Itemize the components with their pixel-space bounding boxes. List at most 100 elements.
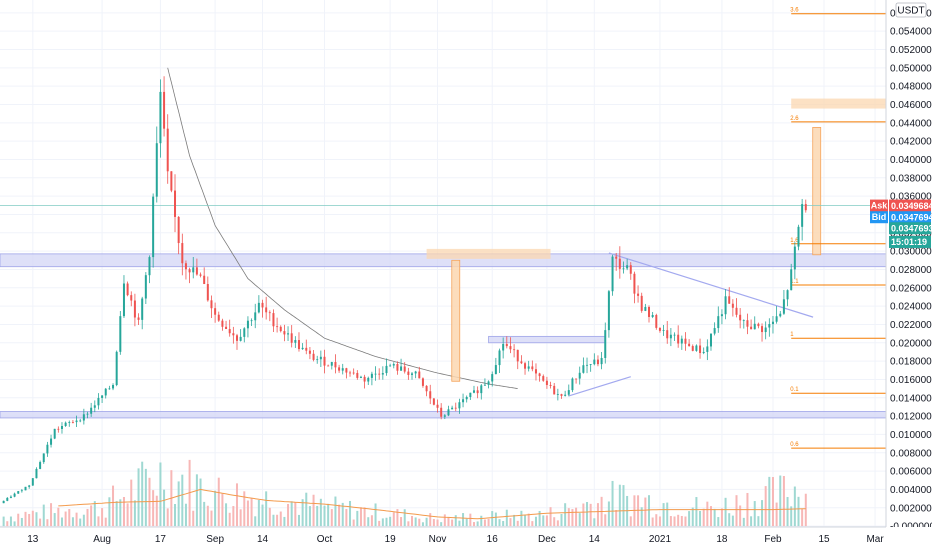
volume-bar [319,498,322,527]
volume-bar [352,519,355,527]
candle-body [746,320,749,327]
volume-bar [465,518,468,527]
volume-bar [79,518,82,527]
candle-body [790,269,793,291]
fib-level-label: 1 [790,332,794,338]
candle-series [2,76,807,504]
fib-level-label: 0.6 [790,442,799,448]
volume-bar [604,514,607,527]
volume-bar [688,511,691,527]
candle-body [462,399,465,403]
volume-bar [130,479,133,527]
volume-bar [53,513,56,527]
candle-body [432,398,435,405]
candle-body [589,364,592,365]
candle-body [349,372,352,374]
volume-bar [753,501,756,527]
volume-bar [71,517,74,527]
candle-body [148,257,151,276]
candle-body [232,333,235,336]
volume-bar [502,520,505,527]
support-resistance-zone [0,411,887,419]
volume-bar [112,485,115,527]
candle-body [618,258,621,269]
candle-body [469,392,472,397]
volume-bar [334,496,337,527]
volume-bar [144,468,147,527]
candle-body [728,296,731,304]
candle-body [648,306,651,317]
volume-bar [272,514,275,527]
candle-body [24,486,27,491]
candle-body [509,346,512,350]
volume-bar [476,521,479,527]
candle-body [97,397,100,406]
candle-body [170,171,173,191]
volume-bar [534,516,537,527]
candle-body [381,373,384,375]
volume-bar [589,503,592,527]
volume-bar [549,507,552,527]
candle-body [764,327,767,333]
range-label-box [426,248,551,259]
volume-bar [644,497,647,527]
candle-body [476,390,479,394]
volume-bar [458,520,461,527]
volume-bar [505,509,508,527]
candle-body [549,384,552,386]
price-tick-label: 0.0020000 [890,503,932,514]
candle-body [152,196,155,258]
volume-bar [82,514,85,527]
volume-bar [254,516,257,527]
candle-body [454,407,457,409]
candle-body [560,394,563,396]
candle-body [622,268,625,270]
candle-body [655,314,658,328]
volume-bar [42,504,45,527]
candle-body [57,428,60,430]
volume-bar [225,503,228,527]
candle-body [79,420,82,422]
time-tick-label: Nov [429,534,447,545]
volume-bar [341,502,344,527]
volume-bar [389,516,392,527]
volume-bar [779,475,782,527]
candle-body [246,320,249,329]
candle-body [637,293,640,296]
volume-bar [378,520,381,527]
price-tag-value: 0.0347694 [891,212,932,222]
candle-body [319,356,322,360]
candle-body [28,485,31,487]
volume-bar [381,518,384,527]
volume-bar [702,508,705,527]
candle-body [556,394,559,395]
volume-bar [531,521,534,527]
volume-bar [64,511,67,527]
volume-bar [101,508,104,527]
time-tick-label: 17 [155,534,167,545]
volume-bar [553,517,556,527]
candle-body [586,364,589,366]
candle-body [607,291,610,331]
candle-body [214,308,217,315]
volume-bar [728,513,731,527]
fib-level-label: 0.1 [790,387,799,393]
volume-bar [305,492,308,527]
candle-body [20,490,23,492]
candle-body [742,320,745,322]
price-range-box [451,259,461,382]
candle-body [334,362,337,368]
candle-body [709,333,712,347]
volume-bar [655,514,658,527]
candle-body [669,334,672,339]
candle-body [436,404,439,408]
candle-body [115,351,118,386]
candle-body [411,373,414,375]
volume-bar [648,495,651,527]
candle-body [330,362,333,366]
